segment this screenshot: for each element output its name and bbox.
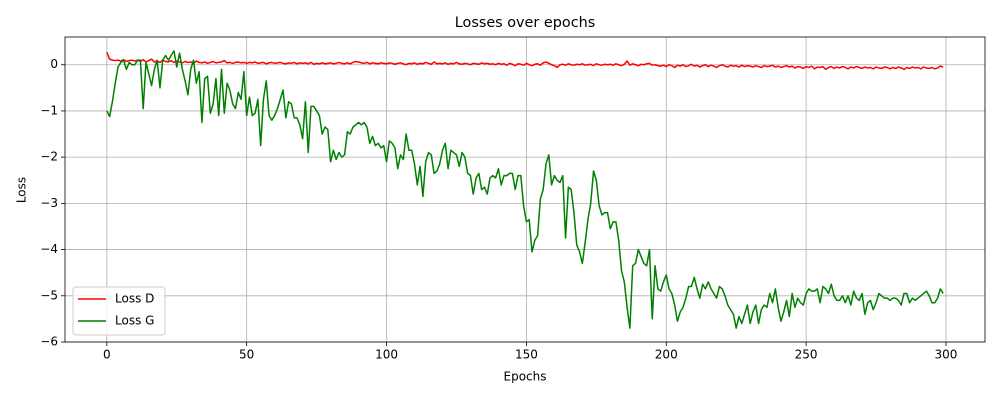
x-tick-label: 250 — [795, 348, 818, 362]
y-tick-label: −3 — [40, 196, 58, 210]
y-tick-label: −5 — [40, 288, 58, 302]
plot-frame — [64, 36, 986, 343]
y-tick-label: −4 — [40, 242, 58, 256]
y-axis-label: Loss — [15, 177, 29, 203]
y-tick-label: 0 — [50, 57, 58, 71]
y-tick-label: −1 — [40, 103, 58, 117]
x-tick-label: 0 — [103, 348, 111, 362]
x-tick-label: 100 — [375, 348, 398, 362]
x-tick-label: 300 — [935, 348, 958, 362]
x-tick-label: 200 — [655, 348, 678, 362]
line-series — [106, 51, 944, 71]
legend-label: Loss G — [115, 314, 154, 328]
line-series — [106, 50, 944, 329]
y-tick-label: −6 — [40, 335, 58, 349]
chart-title: Losses over epochs — [455, 15, 595, 31]
x-axis-label: Epochs — [504, 370, 547, 384]
legend-label: Loss D — [115, 292, 154, 306]
y-tick-label: −2 — [40, 150, 58, 164]
x-tick-label: 50 — [239, 348, 254, 362]
x-tick-label: 150 — [515, 348, 538, 362]
